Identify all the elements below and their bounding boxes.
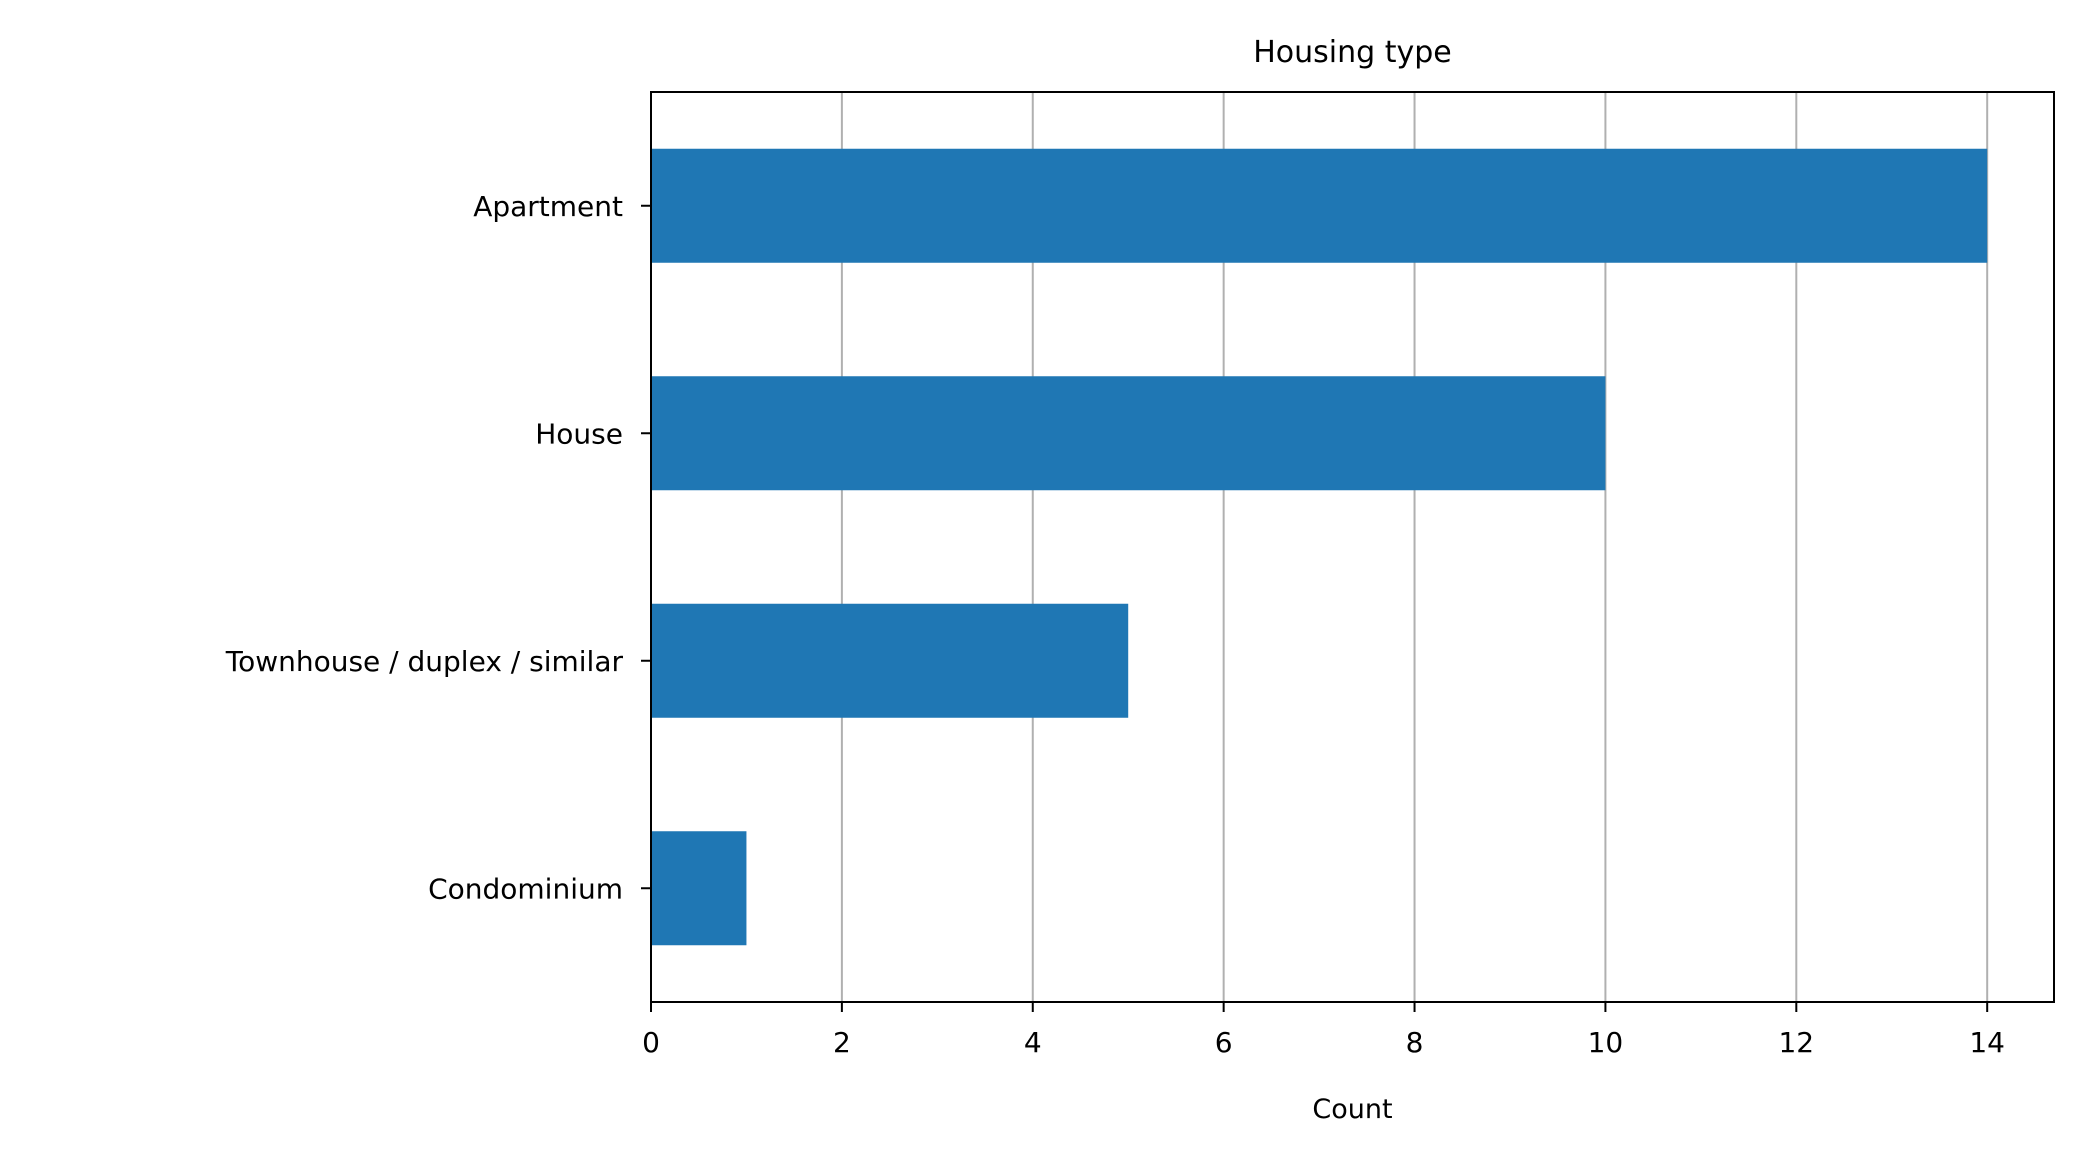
- x-tick-label: 14: [1969, 1026, 2005, 1059]
- y-axis-ticks: Apartment House Townhouse / duplex / simil…: [225, 190, 651, 905]
- category-label: Townhouse / duplex / similar: [225, 645, 624, 678]
- x-tick-label: 6: [1215, 1026, 1233, 1059]
- x-tick-label: 10: [1588, 1026, 1624, 1059]
- chart-title: Housing type: [1253, 35, 1452, 70]
- x-tick-label: 12: [1778, 1026, 1814, 1059]
- category-label: House: [535, 417, 623, 450]
- plot-frame: [650, 91, 2055, 1003]
- category-label: Condominium: [428, 872, 623, 905]
- bars: [651, 148, 1988, 946]
- bar: [651, 376, 1606, 491]
- bar: [651, 148, 1988, 263]
- category-label: Apartment: [473, 190, 623, 223]
- x-tick-label: 4: [1024, 1026, 1042, 1059]
- x-tick-label: 8: [1406, 1026, 1424, 1059]
- x-tick-label: 0: [642, 1026, 660, 1059]
- bar: [651, 831, 747, 946]
- x-axis-ticks: 0 2 4 6 8 10 12 14: [642, 1002, 2005, 1059]
- x-axis-label: Count: [1312, 1094, 1392, 1125]
- x-tick-label: 2: [833, 1026, 851, 1059]
- bar: [651, 603, 1129, 718]
